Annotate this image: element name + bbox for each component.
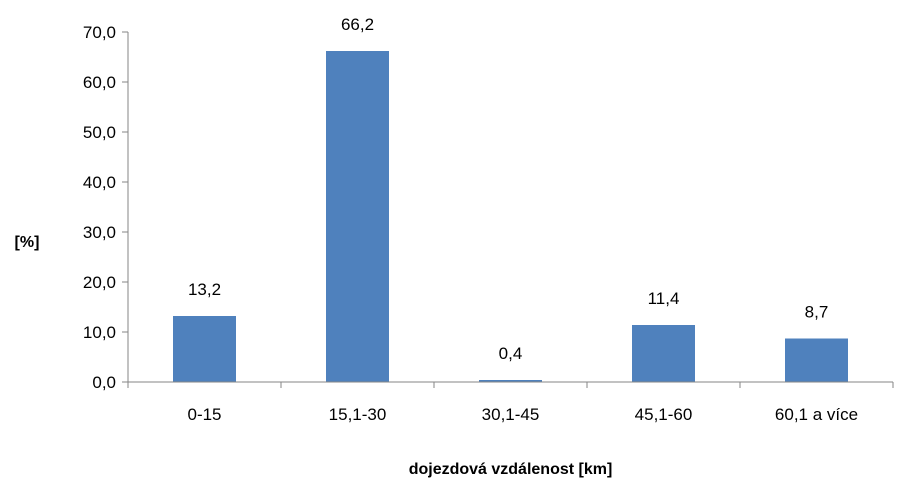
y-axis-title: [%] xyxy=(15,234,40,251)
x-category-label: 15,1-30 xyxy=(329,405,387,424)
y-tick-label: 0,0 xyxy=(92,373,116,392)
x-axis-title: dojezdová vzdálenost [km] xyxy=(409,461,613,478)
y-tick-label: 60,0 xyxy=(83,73,116,92)
data-label: 13,2 xyxy=(188,280,221,299)
bar xyxy=(326,51,389,382)
data-label: 8,7 xyxy=(805,303,829,322)
y-axis-ticks: 0,0 10,0 20,0 30,0 40,0 50,0 60,0 70,0 xyxy=(83,23,128,392)
x-axis-ticks: 0-15 15,1-30 30,1-45 45,1-60 60,1 a více xyxy=(127,382,894,424)
bar xyxy=(173,316,236,382)
data-label: 0,4 xyxy=(499,344,523,363)
x-category-label: 30,1-45 xyxy=(482,405,540,424)
y-tick-label: 50,0 xyxy=(83,123,116,142)
bar xyxy=(632,325,695,382)
bar xyxy=(785,338,848,382)
x-category-label: 60,1 a více xyxy=(775,405,858,424)
data-label: 66,2 xyxy=(341,15,374,34)
y-tick-label: 40,0 xyxy=(83,173,116,192)
y-tick-label: 30,0 xyxy=(83,223,116,242)
bars xyxy=(173,51,848,382)
data-label: 11,4 xyxy=(648,289,680,308)
y-tick-label: 70,0 xyxy=(83,23,116,42)
y-tick-label: 20,0 xyxy=(83,273,116,292)
y-tick-label: 10,0 xyxy=(83,323,116,342)
bar xyxy=(479,380,542,382)
data-labels: 13,2 66,2 0,4 11,4 8,7 xyxy=(188,15,828,363)
x-category-label: 45,1-60 xyxy=(635,405,693,424)
x-category-label: 0-15 xyxy=(187,405,221,424)
